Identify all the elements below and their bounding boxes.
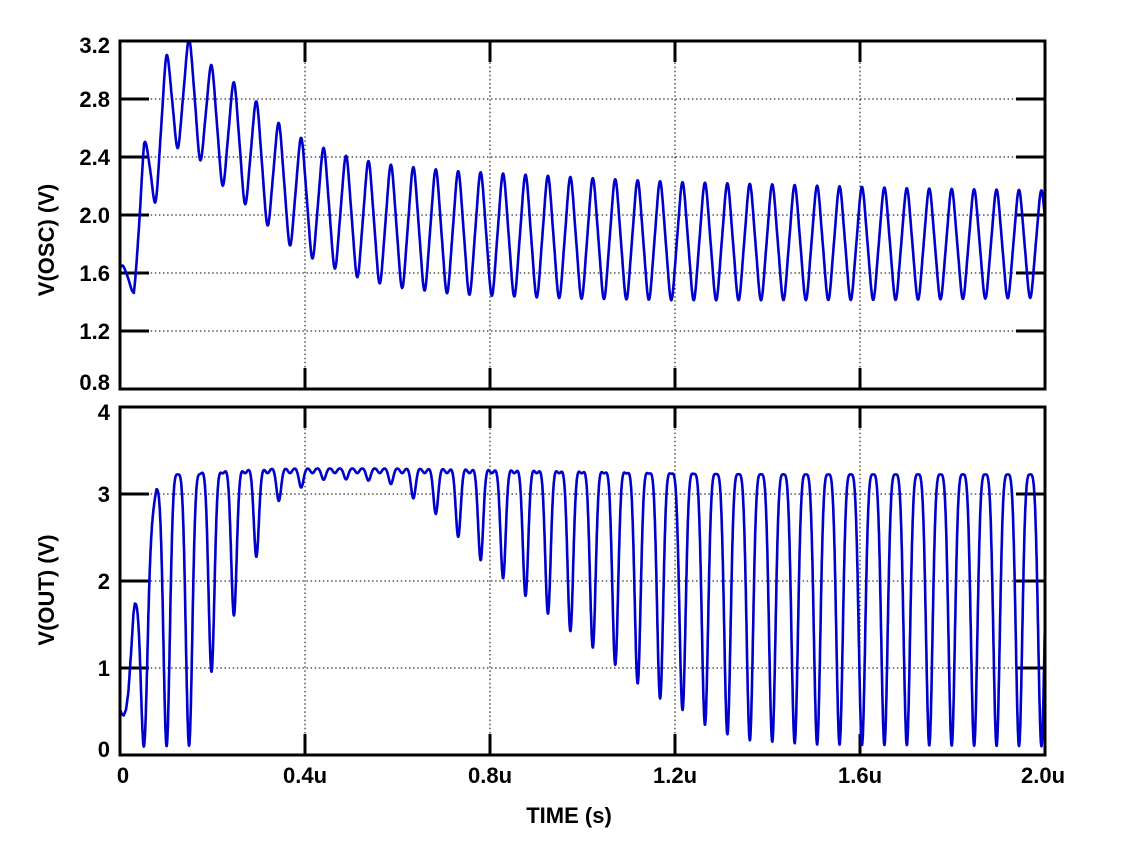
out-ytick-2: 2 — [98, 569, 110, 594]
osc-trace — [120, 41, 1045, 302]
out-ytick-4: 4 — [98, 400, 111, 425]
xtick-2.0u: 2.0u — [1021, 763, 1065, 788]
x-axis: 0 0.4u 0.8u 1.2u 1.6u 2.0u TIME (s) — [117, 763, 1065, 828]
out-panel: 4 3 2 1 0 V(OUT) (V) — [34, 400, 1047, 762]
osc-ytick-labels: 3.2 2.8 2.4 2.0 1.6 1.2 0.8 — [79, 33, 110, 395]
osc-panel: 3.2 2.8 2.4 2.0 1.6 1.2 0.8 V(OSC) (V) — [34, 33, 1047, 395]
out-ytick-0: 0 — [98, 737, 110, 762]
out-ytick-3: 3 — [98, 482, 110, 507]
out-axis-title: V(OUT) (V) — [34, 534, 59, 645]
osc-ytick-2.8: 2.8 — [79, 87, 110, 112]
xtick-0.4u: 0.4u — [283, 763, 327, 788]
osc-ytick-3.2: 3.2 — [79, 33, 110, 58]
xtick-0: 0 — [117, 763, 129, 788]
out-frame — [118, 405, 1047, 757]
osc-ytick-2.4: 2.4 — [79, 145, 110, 170]
out-ytick-labels: 4 3 2 1 0 — [98, 400, 111, 762]
osc-ytick-1.2: 1.2 — [79, 319, 110, 344]
xtick-0.8u: 0.8u — [468, 763, 512, 788]
out-grid — [121, 408, 1044, 754]
x-axis-title: TIME (s) — [526, 803, 612, 828]
osc-ytick-1.6: 1.6 — [79, 261, 110, 286]
osc-axis-title: V(OSC) (V) — [34, 184, 59, 296]
osc-frame — [118, 39, 1047, 391]
xtick-1.2u: 1.2u — [653, 763, 697, 788]
osc-grid — [121, 42, 1044, 388]
out-ytick-1: 1 — [98, 656, 110, 681]
osc-ytick-0.8: 0.8 — [79, 370, 110, 395]
out-trace — [120, 467, 1045, 748]
osc-ytick-2.0: 2.0 — [79, 203, 110, 228]
xtick-1.6u: 1.6u — [838, 763, 882, 788]
